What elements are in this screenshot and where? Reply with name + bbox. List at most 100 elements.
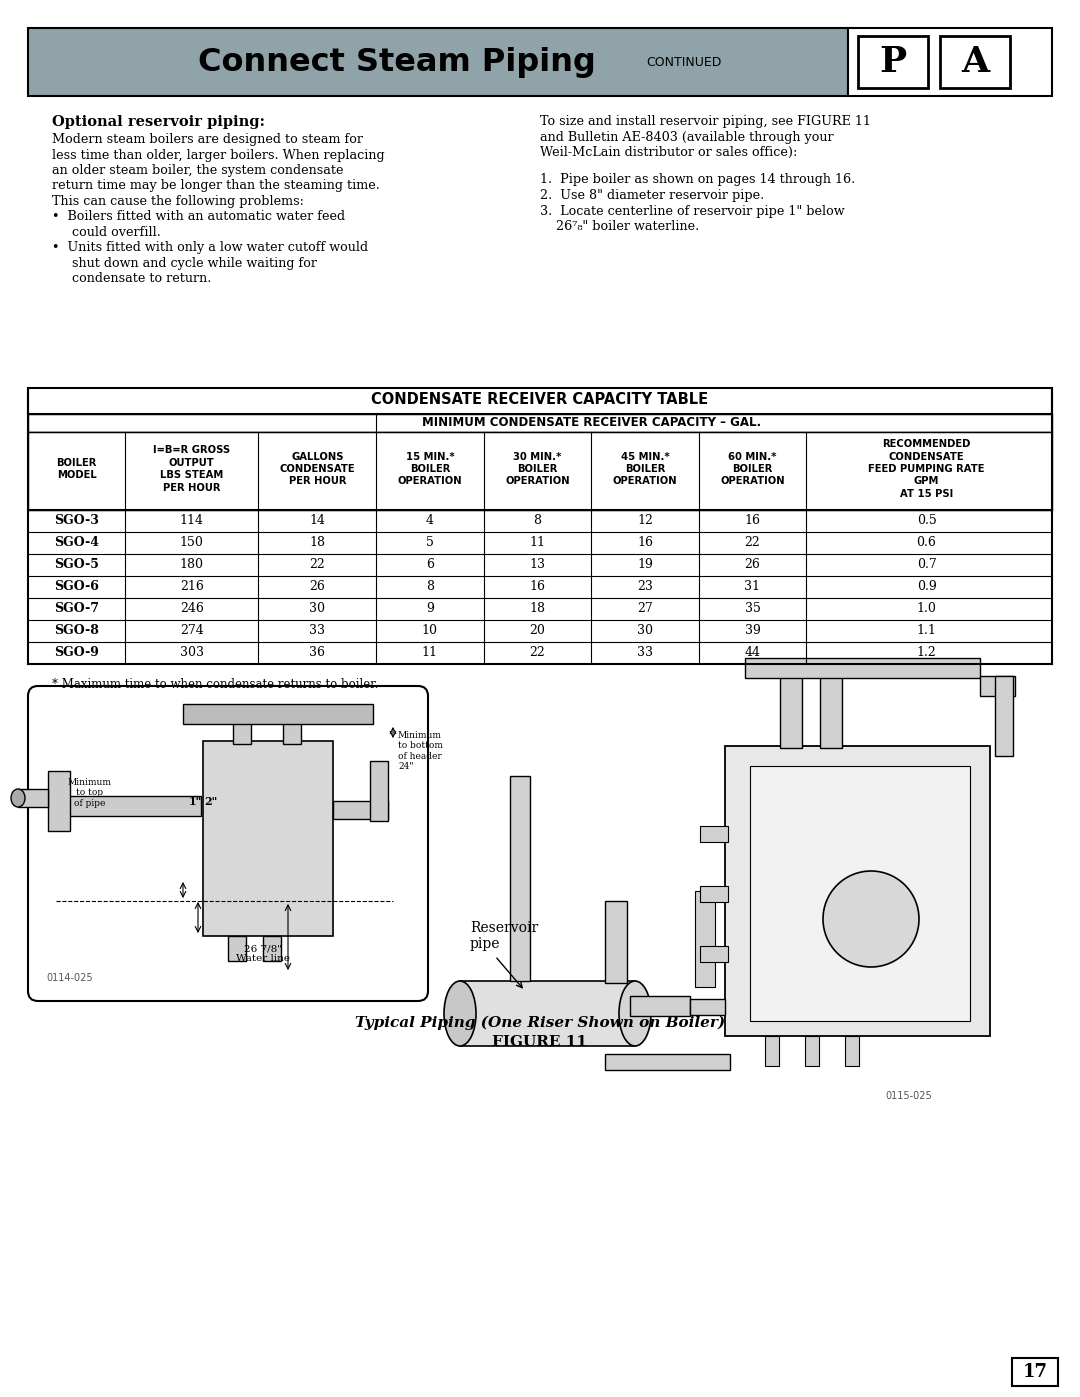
Text: 10: 10 — [422, 623, 437, 637]
Text: 19: 19 — [637, 557, 653, 570]
Bar — [48, 771, 70, 831]
Bar — [283, 705, 301, 745]
Text: 11: 11 — [422, 645, 437, 658]
Text: MINIMUM CONDENSATE RECEIVER CAPACITY – GAL.: MINIMUM CONDENSATE RECEIVER CAPACITY – G… — [421, 415, 760, 429]
Text: * Maximum time to when condensate returns to boiler.: * Maximum time to when condensate return… — [52, 678, 378, 692]
Bar — [848, 28, 1052, 96]
Text: 0.5: 0.5 — [917, 514, 936, 527]
Text: FIGURE 11: FIGURE 11 — [492, 1035, 588, 1049]
Bar — [28, 388, 1052, 414]
Bar — [28, 28, 848, 96]
Text: 23: 23 — [637, 580, 653, 592]
Bar — [370, 761, 388, 821]
Text: 15 MIN.*
BOILER
OPERATION: 15 MIN.* BOILER OPERATION — [397, 451, 462, 486]
Bar — [700, 946, 728, 963]
Text: 39: 39 — [744, 623, 760, 637]
Text: 2": 2" — [204, 796, 218, 807]
Text: P: P — [879, 45, 906, 80]
Text: 20: 20 — [529, 623, 545, 637]
Text: 16: 16 — [637, 535, 653, 549]
Bar — [203, 740, 333, 936]
Text: 18: 18 — [529, 602, 545, 615]
Text: an older steam boiler, the system condensate: an older steam boiler, the system conden… — [52, 163, 343, 177]
Bar — [805, 1037, 819, 1066]
Bar — [700, 826, 728, 842]
Text: 17: 17 — [1023, 1363, 1048, 1382]
Text: 180: 180 — [180, 557, 204, 570]
Text: 30: 30 — [637, 623, 653, 637]
Text: Connect Steam Piping: Connect Steam Piping — [198, 46, 596, 77]
Text: 27: 27 — [637, 602, 652, 615]
Text: 33: 33 — [309, 623, 325, 637]
Text: could overfill.: could overfill. — [52, 226, 161, 239]
Bar — [605, 901, 627, 983]
Text: SGO-7: SGO-7 — [54, 602, 99, 615]
Text: 0115-025: 0115-025 — [885, 1091, 932, 1101]
Text: SGO-9: SGO-9 — [54, 645, 99, 658]
Text: 33: 33 — [637, 645, 653, 658]
Bar — [995, 676, 1013, 756]
Text: 1.1: 1.1 — [917, 623, 936, 637]
Text: 18: 18 — [309, 535, 325, 549]
Text: 1.  Pipe boiler as shown on pages 14 through 16.: 1. Pipe boiler as shown on pages 14 thro… — [540, 173, 855, 187]
Text: 5: 5 — [426, 535, 434, 549]
Bar — [228, 936, 246, 961]
Text: 26: 26 — [744, 557, 760, 570]
Bar — [700, 886, 728, 902]
Text: Modern steam boilers are designed to steam for: Modern steam boilers are designed to ste… — [52, 133, 363, 147]
Text: A: A — [961, 45, 989, 80]
Text: This can cause the following problems:: This can cause the following problems: — [52, 196, 303, 208]
Bar — [333, 800, 388, 819]
Text: 16: 16 — [744, 514, 760, 527]
Text: shut down and cycle while waiting for: shut down and cycle while waiting for — [52, 257, 318, 270]
Text: 274: 274 — [180, 623, 204, 637]
Text: Reservoir
pipe: Reservoir pipe — [470, 921, 538, 951]
Text: 8: 8 — [426, 580, 434, 592]
Text: SGO-3: SGO-3 — [54, 514, 99, 527]
Text: To size and install reservoir piping, see FIGURE 11: To size and install reservoir piping, se… — [540, 115, 870, 129]
Bar — [183, 704, 373, 724]
Text: Weil-McLain distributor or sales office):: Weil-McLain distributor or sales office)… — [540, 147, 797, 159]
Text: 0.6: 0.6 — [917, 535, 936, 549]
Text: Optional reservoir piping:: Optional reservoir piping: — [52, 115, 265, 129]
Bar — [510, 775, 530, 981]
Bar — [940, 36, 1010, 88]
Text: CONDENSATE RECEIVER CAPACITY TABLE: CONDENSATE RECEIVER CAPACITY TABLE — [372, 393, 708, 408]
Bar — [18, 789, 48, 807]
Bar — [28, 414, 1052, 432]
Text: 16: 16 — [529, 580, 545, 592]
Bar — [28, 432, 1052, 510]
Text: 31: 31 — [744, 580, 760, 592]
Text: 30 MIN.*
BOILER
OPERATION: 30 MIN.* BOILER OPERATION — [505, 451, 570, 486]
Bar — [765, 1037, 779, 1066]
Bar — [745, 658, 980, 678]
Bar — [845, 1037, 859, 1066]
Text: •  Units fitted with only a low water cutoff would: • Units fitted with only a low water cut… — [52, 242, 368, 254]
Bar — [1012, 1358, 1058, 1386]
Text: 246: 246 — [180, 602, 204, 615]
Text: 1.0: 1.0 — [917, 602, 936, 615]
Text: condensate to return.: condensate to return. — [52, 272, 212, 285]
Text: 36: 36 — [309, 645, 325, 658]
Ellipse shape — [11, 789, 25, 807]
Text: I=B=R GROSS
OUTPUT
LBS STEAM
PER HOUR: I=B=R GROSS OUTPUT LBS STEAM PER HOUR — [153, 446, 230, 493]
Text: 114: 114 — [180, 514, 204, 527]
Text: 22: 22 — [744, 535, 760, 549]
Ellipse shape — [444, 981, 476, 1046]
Text: less time than older, larger boilers. When replacing: less time than older, larger boilers. Wh… — [52, 148, 384, 162]
Text: RECOMMENDED
CONDENSATE
FEED PUMPING RATE
GPM
AT 15 PSI: RECOMMENDED CONDENSATE FEED PUMPING RATE… — [868, 439, 985, 499]
Text: return time may be longer than the steaming time.: return time may be longer than the steam… — [52, 179, 380, 193]
Bar — [233, 705, 251, 745]
Bar — [605, 1053, 730, 1070]
Text: 22: 22 — [309, 557, 325, 570]
Bar — [696, 891, 715, 988]
Text: CONTINUED: CONTINUED — [646, 56, 721, 68]
Bar — [725, 746, 990, 1037]
Bar — [264, 936, 281, 961]
Bar — [980, 676, 1015, 696]
Text: 30: 30 — [309, 602, 325, 615]
Circle shape — [823, 870, 919, 967]
Text: 303: 303 — [180, 645, 204, 658]
Text: 8: 8 — [534, 514, 541, 527]
Text: 26⁷₈" boiler waterline.: 26⁷₈" boiler waterline. — [540, 219, 699, 233]
